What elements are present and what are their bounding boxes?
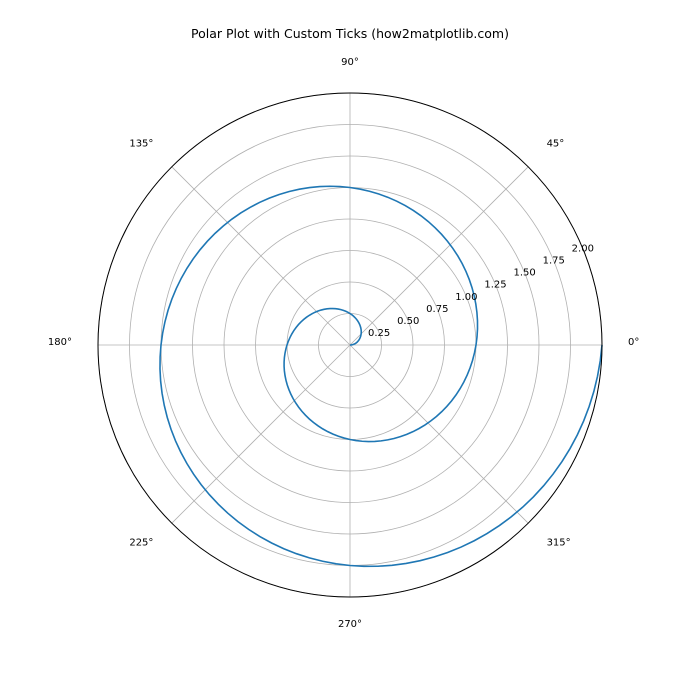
- angle-tick-label: 315°: [547, 538, 571, 549]
- angle-tick-label: 225°: [129, 538, 153, 549]
- radial-tick-label: 0.50: [397, 316, 419, 327]
- angular-gridline: [172, 345, 350, 523]
- chart-container: Polar Plot with Custom Ticks (how2matplo…: [0, 0, 700, 700]
- radial-tick-label: 0.25: [368, 328, 390, 339]
- angle-tick-label: 270°: [338, 619, 362, 630]
- angle-tick-label: 90°: [341, 57, 359, 68]
- radial-tick-label: 0.75: [426, 304, 448, 315]
- polar-plot: 0° 45° 90° 135° 180° 225° 270° 315° 0.25 0.50 0.75…: [0, 0, 700, 700]
- radial-tick-label: 1.25: [484, 280, 506, 291]
- angle-tick-label: 0°: [628, 337, 639, 348]
- angle-tick-label: 180°: [48, 337, 72, 348]
- angle-tick-label: 135°: [129, 138, 153, 149]
- radial-tick-label: 2.00: [572, 244, 594, 255]
- radial-tick-label: 1.50: [513, 268, 535, 279]
- angle-tick-label: 45°: [547, 138, 565, 149]
- radial-tick-label: 1.00: [455, 292, 477, 303]
- radial-tick-label: 1.75: [543, 256, 565, 267]
- angular-gridline: [172, 167, 350, 345]
- angular-gridline: [350, 345, 528, 523]
